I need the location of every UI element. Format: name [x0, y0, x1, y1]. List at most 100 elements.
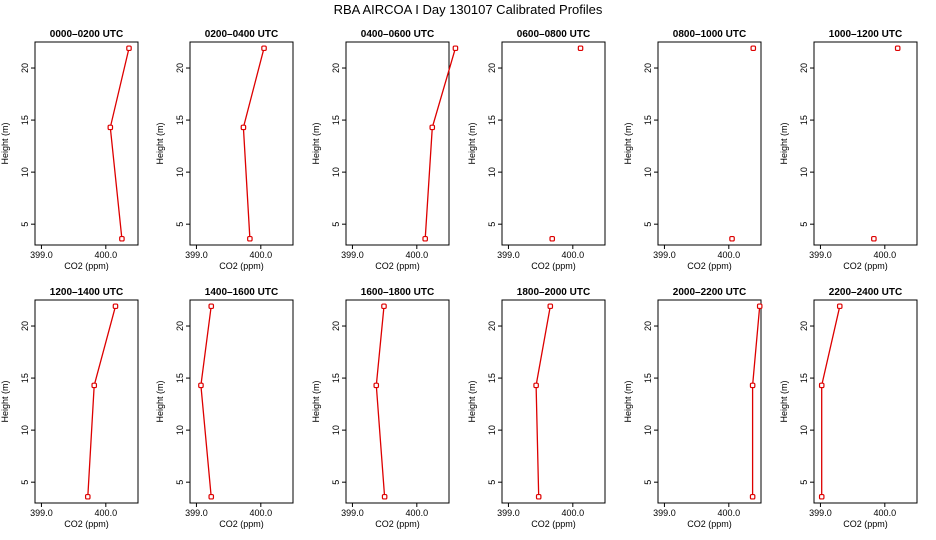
data-point [261, 45, 267, 52]
y-tick-label: 20 [643, 321, 653, 331]
x-tick-label: 399.0 [341, 508, 364, 518]
y-tick-label: 20 [175, 321, 185, 331]
x-tick-label: 399.0 [497, 508, 520, 518]
y-axis-label: Height (m) [779, 122, 789, 164]
y-axis-label: Height (m) [0, 122, 10, 164]
data-point [836, 303, 843, 310]
data-point [126, 45, 132, 52]
y-axis-label: Height (m) [155, 122, 165, 164]
profile-line [200, 306, 212, 497]
panel-title: 1400–1600 UTC [205, 287, 278, 298]
y-tick-label: 10 [175, 167, 185, 177]
y-tick-label: 15 [643, 115, 653, 125]
panel-title: 0600–0800 UTC [517, 29, 590, 40]
y-tick-label: 15 [643, 373, 653, 383]
profile-line [424, 48, 457, 239]
y-tick-label: 20 [643, 63, 653, 73]
x-tick-label: 399.0 [341, 250, 364, 260]
y-axis-label: Height (m) [779, 380, 789, 422]
y-tick-label: 15 [487, 115, 497, 125]
data-point [422, 235, 428, 242]
y-tick-label: 20 [799, 63, 809, 73]
y-axis-label: Height (m) [155, 380, 165, 422]
y-axis-label: Height (m) [467, 122, 477, 164]
plot-frame [345, 41, 450, 246]
panel-title: 0000–0200 UTC [50, 29, 123, 40]
panel-title: 2200–2400 UTC [829, 287, 902, 298]
y-tick-label: 15 [175, 115, 185, 125]
chart-title: RBA AIRCOA I Day 130107 Calibrated Profi… [334, 2, 603, 17]
y-tick-label: 10 [20, 167, 30, 177]
data-point [208, 303, 215, 310]
x-tick-label: 400.0 [95, 250, 118, 260]
x-axis-label: CO2 (ppm) [375, 519, 420, 529]
y-axis-label: Height (m) [623, 380, 633, 422]
data-point [729, 235, 735, 242]
data-point [112, 303, 119, 310]
y-tick-label: 10 [331, 425, 341, 435]
y-tick-label: 5 [487, 480, 497, 485]
data-point [429, 124, 436, 131]
x-tick-label: 400.0 [718, 508, 741, 518]
x-tick-label: 399.0 [809, 250, 832, 260]
data-point [577, 45, 584, 52]
profile-line [242, 48, 265, 239]
data-point [247, 235, 253, 242]
x-axis-label: CO2 (ppm) [64, 261, 109, 271]
y-tick-label: 15 [331, 373, 341, 383]
plot-frame [189, 299, 294, 504]
x-axis-label: CO2 (ppm) [64, 519, 109, 529]
y-tick-label: 5 [175, 222, 185, 227]
data-point [208, 493, 215, 500]
plot-frame [501, 299, 606, 504]
x-axis-label: CO2 (ppm) [687, 261, 732, 271]
y-tick-label: 10 [643, 425, 653, 435]
data-point [756, 303, 763, 310]
x-axis-label: CO2 (ppm) [843, 519, 888, 529]
y-axis-label: Height (m) [623, 122, 633, 164]
y-tick-label: 5 [643, 480, 653, 485]
y-tick-label: 10 [799, 425, 809, 435]
plot-frame [34, 41, 139, 246]
panel-title: 0400–0600 UTC [361, 29, 434, 40]
x-tick-label: 400.0 [95, 508, 118, 518]
x-axis-label: CO2 (ppm) [375, 261, 420, 271]
x-tick-label: 399.0 [30, 250, 53, 260]
x-tick-label: 400.0 [406, 250, 429, 260]
y-axis-label: Height (m) [0, 380, 10, 422]
data-point [533, 382, 539, 389]
data-point [818, 493, 825, 500]
x-tick-label: 400.0 [562, 508, 585, 518]
y-tick-label: 15 [20, 115, 30, 125]
y-axis-label: Height (m) [311, 122, 321, 164]
y-tick-label: 15 [487, 373, 497, 383]
plot-frame [345, 299, 450, 504]
plot-frame [813, 41, 918, 246]
y-tick-label: 10 [487, 167, 497, 177]
panel-title: 1000–1200 UTC [829, 29, 902, 40]
y-tick-label: 5 [20, 480, 30, 485]
plot-frame [813, 299, 918, 504]
x-tick-label: 399.0 [30, 508, 53, 518]
x-tick-label: 399.0 [653, 250, 676, 260]
data-point [381, 303, 387, 310]
y-tick-label: 5 [487, 222, 497, 227]
data-point [107, 124, 114, 131]
plot-frame [34, 299, 139, 504]
panel-title: 1800–2000 UTC [517, 287, 590, 298]
profile-line [109, 48, 130, 239]
y-tick-label: 20 [331, 321, 341, 331]
y-tick-label: 20 [175, 63, 185, 73]
x-tick-label: 399.0 [653, 508, 676, 518]
x-tick-label: 400.0 [874, 508, 897, 518]
y-tick-label: 10 [20, 425, 30, 435]
x-axis-label: CO2 (ppm) [219, 261, 264, 271]
y-axis-label: Height (m) [467, 380, 477, 422]
y-tick-label: 5 [331, 222, 341, 227]
